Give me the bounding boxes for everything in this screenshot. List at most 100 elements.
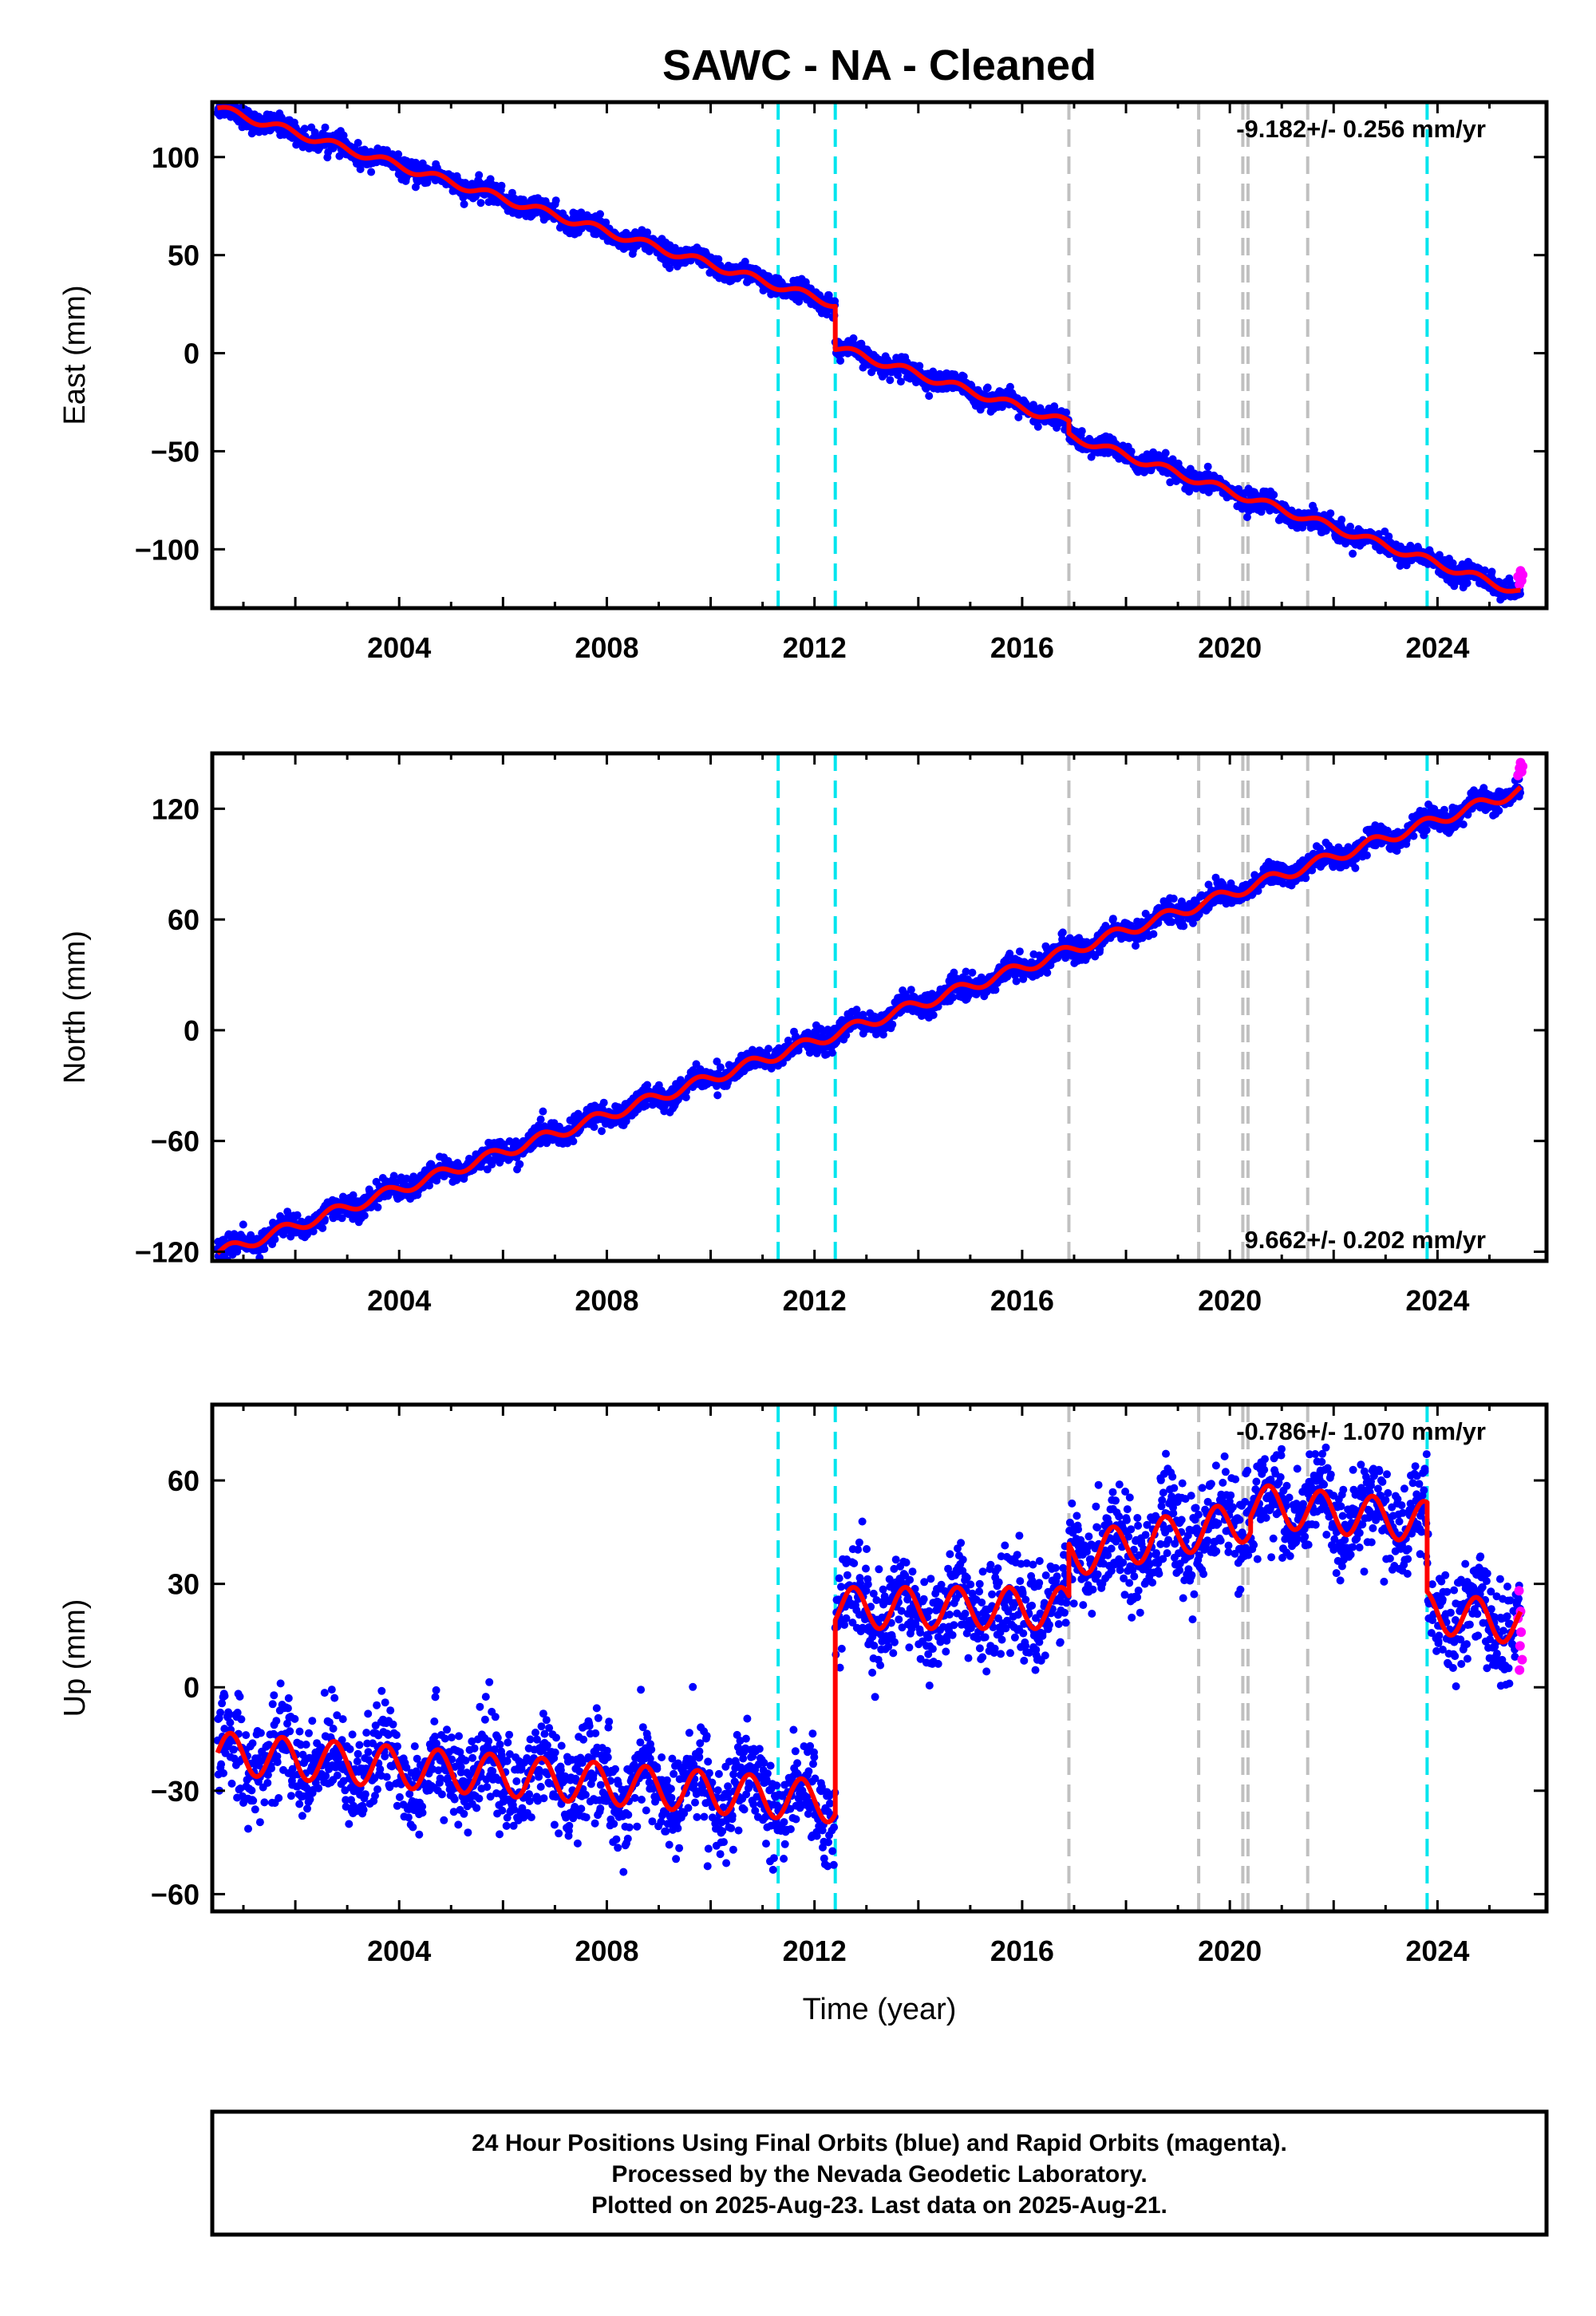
north-point xyxy=(642,1101,650,1110)
east-point xyxy=(460,200,468,208)
north-plot-area xyxy=(213,753,1528,1261)
north-point xyxy=(309,1227,318,1235)
east-point xyxy=(896,377,905,386)
north-panel: 2004 2008 2012 2016 2020 2024120600−60−120Nor… xyxy=(58,751,1549,1317)
east-point xyxy=(1448,559,1457,567)
north-point xyxy=(842,1031,851,1039)
north-point xyxy=(1012,977,1021,986)
north-point xyxy=(598,1127,606,1136)
east-point xyxy=(959,372,968,381)
north-point xyxy=(681,1093,690,1101)
east-point xyxy=(1062,408,1070,417)
east-point xyxy=(886,376,895,385)
east-y-tick-label: 0 xyxy=(184,338,200,370)
east-point xyxy=(1270,491,1278,499)
east-point xyxy=(1203,462,1212,471)
east-point xyxy=(394,150,403,159)
north-point xyxy=(539,1107,547,1116)
east-point xyxy=(339,131,348,140)
north-point xyxy=(764,1045,772,1053)
east-point xyxy=(1127,447,1136,456)
north-point xyxy=(962,967,970,976)
east-frame xyxy=(210,100,1549,611)
north-point xyxy=(1108,915,1117,923)
east-point xyxy=(666,264,674,272)
north-point xyxy=(907,986,915,994)
north-point xyxy=(505,1137,514,1145)
north-point xyxy=(536,1139,545,1148)
east-point xyxy=(475,171,484,180)
north-point xyxy=(360,1211,369,1220)
east-point xyxy=(643,228,652,237)
north-point xyxy=(590,1123,598,1132)
east-point xyxy=(321,123,330,132)
north-point xyxy=(949,993,958,1002)
east-point xyxy=(335,152,344,160)
east-point xyxy=(1033,422,1042,431)
east-point xyxy=(1298,524,1307,532)
north-point xyxy=(643,1081,652,1089)
north-point xyxy=(569,1137,578,1146)
north-point xyxy=(599,1098,608,1107)
north-point xyxy=(1058,928,1067,937)
east-point xyxy=(354,139,362,147)
north-point xyxy=(1132,942,1140,950)
east-rapid-point xyxy=(1518,570,1528,580)
north-point xyxy=(1141,909,1150,918)
east-point xyxy=(741,257,749,266)
north-point xyxy=(1019,974,1028,983)
north-point xyxy=(239,1220,247,1229)
east-point xyxy=(1487,567,1496,576)
east-point xyxy=(915,362,924,370)
east-rapid-orbit-points xyxy=(1513,566,1528,590)
east-point xyxy=(1463,579,1472,587)
east-point xyxy=(831,297,839,306)
east-y-axis-label: East (mm) xyxy=(58,285,92,425)
east-point xyxy=(476,199,485,207)
north-point xyxy=(812,1030,820,1038)
north-point xyxy=(1043,968,1052,977)
north-point xyxy=(271,1235,279,1243)
north-point xyxy=(968,968,977,977)
east-point xyxy=(497,181,506,190)
east-point xyxy=(1014,413,1023,421)
north-point xyxy=(1005,949,1014,958)
east-rate-label: -9.182+/- 0.256 mm/yr xyxy=(1236,115,1486,143)
north-point xyxy=(260,1245,269,1253)
east-plot-area xyxy=(213,102,1528,608)
east-point xyxy=(367,168,376,176)
east-point xyxy=(551,196,560,205)
north-point xyxy=(318,1223,327,1232)
east-point xyxy=(1385,532,1393,541)
east-model-curve xyxy=(216,105,1522,594)
north-point xyxy=(1015,947,1024,956)
east-point xyxy=(300,124,309,133)
east-point xyxy=(714,255,723,263)
north-point xyxy=(879,1030,887,1039)
east-point xyxy=(935,370,944,378)
north-point xyxy=(991,986,1000,994)
east-point xyxy=(1349,549,1357,558)
east-point xyxy=(1435,551,1444,559)
north-point xyxy=(1167,918,1176,927)
east-point xyxy=(836,357,845,365)
east-y-tick-label: 100 xyxy=(152,141,200,174)
north-point xyxy=(338,1214,346,1223)
north-point xyxy=(888,1020,897,1029)
east-x-tick-label: 2008 xyxy=(575,631,638,664)
east-x-axis: 2004 2008 2012 2016 2020 2024 xyxy=(242,102,1491,664)
north-point xyxy=(389,1172,398,1180)
figure-title: SAWC - NA - Cleaned xyxy=(662,41,1096,89)
north-point xyxy=(950,968,958,977)
east-point xyxy=(1326,509,1335,518)
east-point xyxy=(1310,505,1318,514)
north-point xyxy=(828,1049,836,1057)
east-x-tick-label: 2020 xyxy=(1198,631,1262,664)
east-point xyxy=(849,334,858,342)
east-point xyxy=(602,218,610,227)
north-point xyxy=(929,1010,938,1019)
north-point xyxy=(536,1115,545,1124)
